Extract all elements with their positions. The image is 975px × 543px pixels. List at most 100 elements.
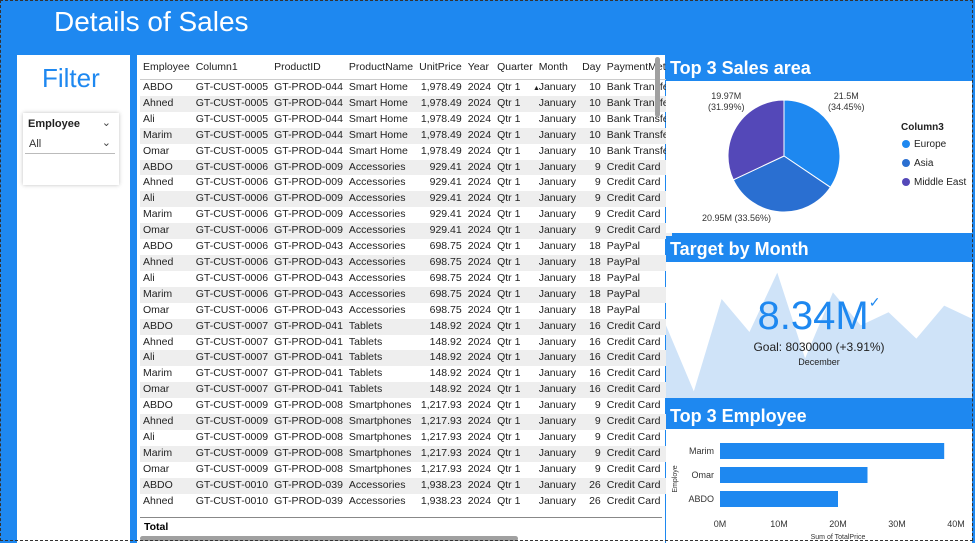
table-cell: GT-CUST-0006: [192, 254, 272, 271]
table-cell: 2024: [464, 414, 495, 430]
table-row[interactable]: Ali GT-CUST-0006 GT-PROD-009 Accessories 929…: [140, 191, 672, 208]
employee-dropdown[interactable]: All ⌄: [25, 135, 115, 154]
horizontal-scrollbar[interactable]: [140, 536, 518, 541]
table-cell: GT-CUST-0009: [195, 430, 269, 443]
table-row[interactable]: Marim GT-CUST-0009 GT-PROD-008 Smartphones 1…: [140, 445, 672, 462]
table-cell: Smartphones: [348, 462, 412, 475]
column-header[interactable]: ProductID: [271, 55, 346, 80]
table-cell: Qtr 1: [494, 223, 536, 240]
table-row[interactable]: Ahned GT-CUST-0006 GT-PROD-009 Accessories 9…: [140, 175, 672, 191]
table-row[interactable]: Ahned GT-CUST-0005 GT-PROD-044 Smart Home 1,…: [140, 95, 672, 112]
table-cell: Marim: [140, 127, 193, 144]
table-row[interactable]: Ali GT-CUST-0009 GT-PROD-008 Smartphones 1,2…: [140, 430, 672, 446]
sales-area-card: Top 3 Sales area 19.97M (31.99%) 21.5M (34…: [666, 55, 972, 233]
column-header[interactable]: Month: [535, 55, 580, 80]
table-cell: Credit Card: [606, 399, 661, 412]
table-row[interactable]: Omar GT-CUST-0009 GT-PROD-008 Smartphones 1,…: [140, 462, 672, 478]
table-cell: Smartphones: [345, 445, 417, 462]
table-cell: ABDO: [143, 240, 173, 253]
table-cell: 10: [589, 81, 601, 93]
table-cell: Accessories: [348, 303, 406, 316]
chevron-down-icon[interactable]: ⌄: [101, 117, 111, 129]
table-row[interactable]: Ali GT-CUST-0005 GT-PROD-044 Smart Home 1,97…: [140, 112, 672, 128]
table-cell: GT-PROD-008: [271, 445, 346, 462]
bar-marim[interactable]: [720, 443, 945, 459]
table-cell: January: [535, 159, 580, 176]
table-row[interactable]: Ali GT-CUST-0006 GT-PROD-043 Accessories 698…: [140, 271, 672, 287]
table-cell: 2024: [464, 477, 495, 494]
table-cell: GT-PROD-041: [271, 382, 346, 399]
checkmark-icon: ✓: [868, 294, 881, 310]
table-cell: 18: [589, 240, 601, 253]
legend-item-middle-east[interactable]: Middle East: [902, 177, 966, 188]
table-row[interactable]: Omar GT-CUST-0007 GT-PROD-041 Tablets 148.92…: [140, 382, 672, 399]
column-header[interactable]: Quarter: [494, 55, 536, 80]
table-row[interactable]: Ahned GT-CUST-0009 GT-PROD-008 Smartphones 1…: [140, 414, 672, 430]
table-row[interactable]: Ahned GT-CUST-0007 GT-PROD-041 Tablets 148.9…: [140, 335, 672, 351]
table-cell: GT-PROD-041: [274, 367, 343, 380]
legend-dot-icon: [902, 178, 910, 187]
pie-slice-middle-east[interactable]: [727, 99, 785, 181]
table-row[interactable]: ABDO GT-CUST-0006 GT-PROD-009 Accessories 92…: [140, 159, 672, 176]
x-tick-label: 0M: [714, 519, 727, 529]
sales-area-pie-chart[interactable]: [666, 81, 972, 233]
table-cell: Credit Card: [603, 414, 672, 430]
table-cell: Credit Card: [606, 208, 661, 221]
table-row[interactable]: Omar GT-CUST-0006 GT-PROD-043 Accessories 69…: [140, 303, 672, 319]
table-row[interactable]: Marim GT-CUST-0006 GT-PROD-043 Accessories 6…: [140, 286, 672, 303]
table-cell: Accessories: [345, 286, 417, 303]
table-cell: January: [538, 399, 577, 412]
table-cell: 148.92: [429, 335, 462, 348]
chevron-down-icon[interactable]: ⌄: [101, 137, 111, 149]
table-row[interactable]: ABDO GT-CUST-0007 GT-PROD-041 Tablets 148.92…: [140, 318, 672, 335]
table-row[interactable]: ABDO GT-CUST-0010 GT-PROD-039 Accessories 1,…: [140, 477, 672, 494]
table-row[interactable]: Ahned GT-CUST-0010 GT-PROD-039 Accessories 1…: [140, 494, 672, 510]
table-cell: Qtr 1: [497, 176, 521, 189]
table-row[interactable]: ABDO GT-CUST-0006 GT-PROD-043 Accessories 69…: [140, 239, 672, 255]
pie-slice-asia[interactable]: [732, 155, 832, 213]
report-header: Details of Sales: [0, 0, 975, 50]
table-cell: Omar: [143, 303, 170, 316]
pie-slice-europe[interactable]: [783, 99, 841, 189]
column-header[interactable]: ProductName: [345, 55, 417, 80]
column-header[interactable]: Employee: [140, 55, 193, 80]
table-cell: 2024: [467, 494, 492, 507]
table-cell: January: [538, 240, 577, 253]
slicer-label: Employee: [28, 118, 80, 130]
column-header[interactable]: Day: [579, 55, 604, 80]
table-cell: 1,978.49: [416, 127, 465, 144]
table-cell: 2024: [467, 303, 492, 316]
bar-abdo[interactable]: [720, 491, 838, 507]
table-row[interactable]: ABDO GT-CUST-0009 GT-PROD-008 Smartphones 1,…: [140, 398, 672, 414]
table-cell: 1,978.49: [420, 81, 462, 93]
table-row[interactable]: Marim GT-CUST-0005 GT-PROD-044 Smart Home 1,…: [140, 127, 672, 144]
table-row[interactable]: Omar GT-CUST-0005 GT-PROD-044 Smart Home 1,9…: [140, 144, 672, 160]
column-header[interactable]: UnitPrice: [416, 55, 465, 80]
table-cell: GT-PROD-043: [271, 286, 346, 303]
employee-bar-chart[interactable]: Marim Omar ABDO 0M 10M 20M 30M 40M Sum of TotalP…: [666, 429, 972, 543]
table-row[interactable]: Marim GT-CUST-0006 GT-PROD-009 Accessories 9…: [140, 207, 672, 223]
table-cell: 2024: [467, 176, 492, 189]
legend-item-europe[interactable]: Europe: [902, 139, 946, 150]
table-cell: 2024: [464, 382, 495, 399]
table-cell: Credit Card: [606, 335, 661, 348]
table-row[interactable]: Omar GT-CUST-0006 GT-PROD-009 Accessories 92…: [140, 223, 672, 240]
vertical-scrollbar[interactable]: [655, 57, 660, 117]
filter-title: Filter: [42, 63, 100, 93]
table-cell: Ahned: [140, 254, 193, 271]
sort-ascending-icon[interactable]: ▲: [533, 85, 540, 92]
employee-title: Top 3 Employee: [666, 403, 972, 429]
table-row[interactable]: Ali GT-CUST-0007 GT-PROD-041 Tablets 148.92 2…: [140, 350, 672, 367]
table-cell: 10: [589, 112, 601, 125]
column-header[interactable]: PaymentMet: [603, 55, 672, 80]
table-row[interactable]: ABDO GT-CUST-0005 GT-PROD-044 Smart Home 1,9…: [140, 80, 672, 96]
bar-omar[interactable]: [720, 467, 868, 483]
employee-slicer[interactable]: Employee ⌄ All ⌄: [23, 113, 119, 185]
table-row[interactable]: Marim GT-CUST-0007 GT-PROD-041 Tablets 148.9…: [140, 366, 672, 382]
legend-item-asia[interactable]: Asia: [902, 158, 933, 169]
table-cell: Qtr 1: [497, 494, 521, 507]
column-header[interactable]: Column1: [192, 55, 272, 80]
column-header[interactable]: Year: [464, 55, 495, 80]
table-total-row: Total: [140, 517, 662, 536]
table-row[interactable]: Ahned GT-CUST-0006 GT-PROD-043 Accessories 6…: [140, 254, 672, 271]
